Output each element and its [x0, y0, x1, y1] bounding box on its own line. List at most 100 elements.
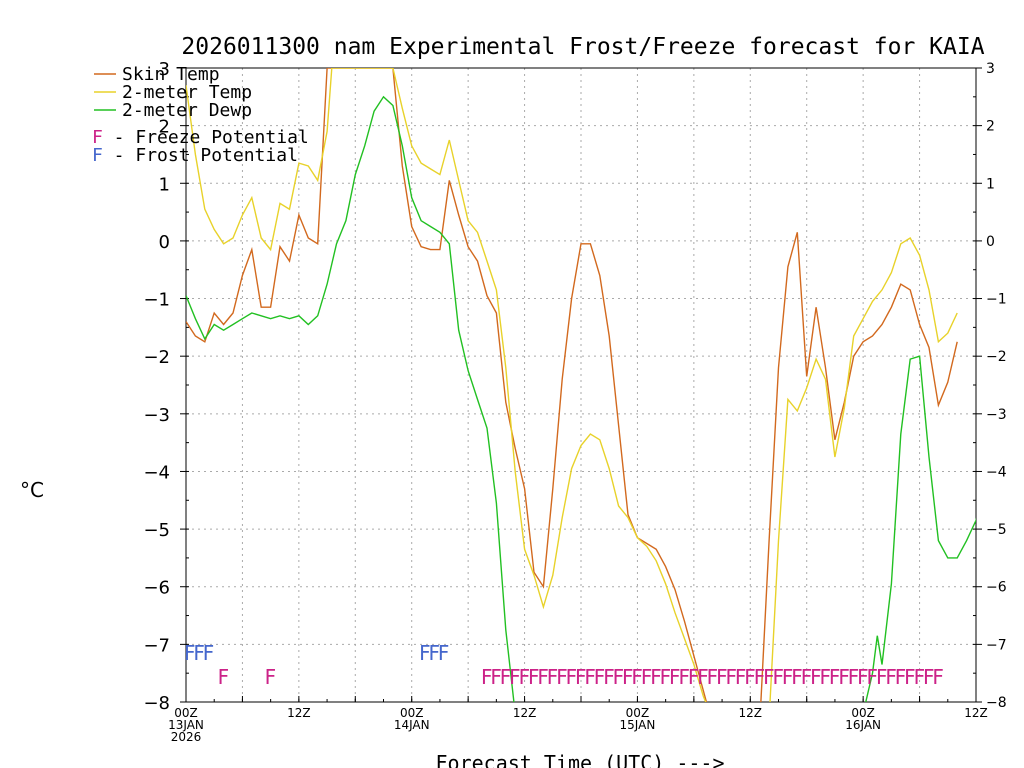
freeze-marker: F [490, 665, 502, 689]
freeze-marker: F [716, 665, 728, 689]
freeze-marker: F [537, 665, 549, 689]
freeze-marker: F [669, 665, 681, 689]
y-tick-label: −3 [143, 405, 170, 426]
potential-legend-text: - Frost Potential [103, 145, 298, 166]
potential-legend-entry: F - Freeze Potential [92, 127, 309, 148]
x-tick-label: 00Z [400, 706, 424, 720]
freeze-marker: F [754, 665, 766, 689]
freeze-marker: F [481, 665, 493, 689]
freeze-marker: F [857, 665, 869, 689]
frost-marker: F [203, 641, 215, 665]
y-tick-label: 0 [159, 232, 170, 253]
y-tick-label: −2 [143, 347, 170, 368]
freeze-marker: F [876, 665, 888, 689]
freeze-marker: F [265, 665, 277, 689]
freeze-marker: F [500, 665, 512, 689]
y-tick-label: 3 [159, 59, 170, 80]
freeze-marker: F [848, 665, 860, 689]
freeze-marker: F [867, 665, 879, 689]
grid [186, 68, 976, 702]
potential-legend-letter: F [92, 145, 103, 166]
y-tick-label: −7 [143, 635, 170, 656]
freeze-marker: F [697, 665, 709, 689]
y-tick-label-right: −3 [986, 407, 1007, 423]
y-tick-label-right: −7 [986, 637, 1007, 653]
freeze-marker: F [603, 665, 615, 689]
x-axis-label: Forecast Time (UTC) ---> [436, 751, 725, 768]
frost-marker: F [193, 641, 205, 665]
freeze-marker: F [923, 665, 935, 689]
series-line-2-meter-dewp [186, 95, 976, 702]
freeze-marker: F [660, 665, 672, 689]
potential-legend-entry: F - Frost Potential [92, 145, 298, 166]
chart-title: 2026011300 nam Experimental Frost/Freeze… [181, 34, 984, 60]
legend-label: 2-meter Dewp [122, 100, 252, 121]
y-tick-label-right: −8 [986, 695, 1007, 711]
y-tick-label-right: −4 [986, 464, 1007, 480]
freeze-marker: F [584, 665, 596, 689]
freeze-marker: F [688, 665, 700, 689]
y-tick-label-right: 3 [986, 61, 995, 77]
freeze-marker: F [218, 665, 230, 689]
axes: −8 −8 −7 −7 −6 −6 −5 −5 −4 −4 −3 −3 −2 −2 −1 −1 0 0 1 1 2 2 3 3… [143, 59, 1006, 744]
freeze-marker: F [519, 665, 531, 689]
y-tick-label-right: −5 [986, 522, 1007, 538]
series-line-skin-temp [186, 68, 958, 702]
potential-legend-letter: F [92, 127, 103, 148]
freeze-marker: F [914, 665, 926, 689]
freeze-marker: F [782, 665, 794, 689]
y-tick-label: −1 [143, 290, 170, 311]
frost-marker: F [419, 641, 431, 665]
x-tick-label: 00Z [174, 706, 198, 720]
freeze-marker: F [641, 665, 653, 689]
y-tick-label: −4 [143, 462, 170, 483]
x-tick-label: 12Z [287, 706, 311, 720]
series-lines [186, 68, 976, 702]
freeze-marker: F [556, 665, 568, 689]
freeze-marker: F [885, 665, 897, 689]
freeze-marker: F [820, 665, 832, 689]
freeze-marker: F [735, 665, 747, 689]
y-tick-label: −5 [143, 520, 170, 541]
freeze-marker: F [725, 665, 737, 689]
y-tick-label-right: 2 [986, 119, 995, 135]
freeze-marker: F [509, 665, 521, 689]
freeze-marker: F [829, 665, 841, 689]
freeze-marker: F [791, 665, 803, 689]
x-tick-label: 16JAN [845, 718, 881, 732]
y-tick-label: 1 [159, 174, 170, 195]
x-tick-label: 00Z [626, 706, 650, 720]
freeze-marker: F [932, 665, 944, 689]
freeze-marker: F [904, 665, 916, 689]
freeze-marker: F [547, 665, 559, 689]
x-tick-label: 00Z [851, 706, 875, 720]
x-tick-label: 12Z [964, 706, 988, 720]
y-tick-label-right: −6 [986, 580, 1007, 596]
legend-label: 2-meter Temp [122, 82, 252, 103]
freeze-marker: F [801, 665, 813, 689]
freeze-marker: F [838, 665, 850, 689]
freeze-marker: F [678, 665, 690, 689]
x-tick-label: 2026 [171, 730, 202, 744]
plot-frame [185, 67, 977, 703]
freeze-marker: F [773, 665, 785, 689]
x-tick-label: 15JAN [620, 718, 656, 732]
y-tick-label-right: −2 [986, 349, 1007, 365]
y-axis-label: °C [20, 478, 44, 502]
y-tick-label-right: 0 [986, 234, 995, 250]
freeze-marker: F [810, 665, 822, 689]
freeze-marker: F [613, 665, 625, 689]
legend-label: Skin Temp [122, 64, 220, 85]
freeze-marker: F [575, 665, 587, 689]
frost-marker: F [429, 641, 441, 665]
x-tick-label: 13JAN [168, 718, 204, 732]
freeze-marker: F [650, 665, 662, 689]
y-tick-label: −6 [143, 578, 170, 599]
freeze-marker: F [594, 665, 606, 689]
freeze-marker: F [528, 665, 540, 689]
potential-legend-text: - Freeze Potential [103, 127, 309, 148]
freeze-marker: F [631, 665, 643, 689]
